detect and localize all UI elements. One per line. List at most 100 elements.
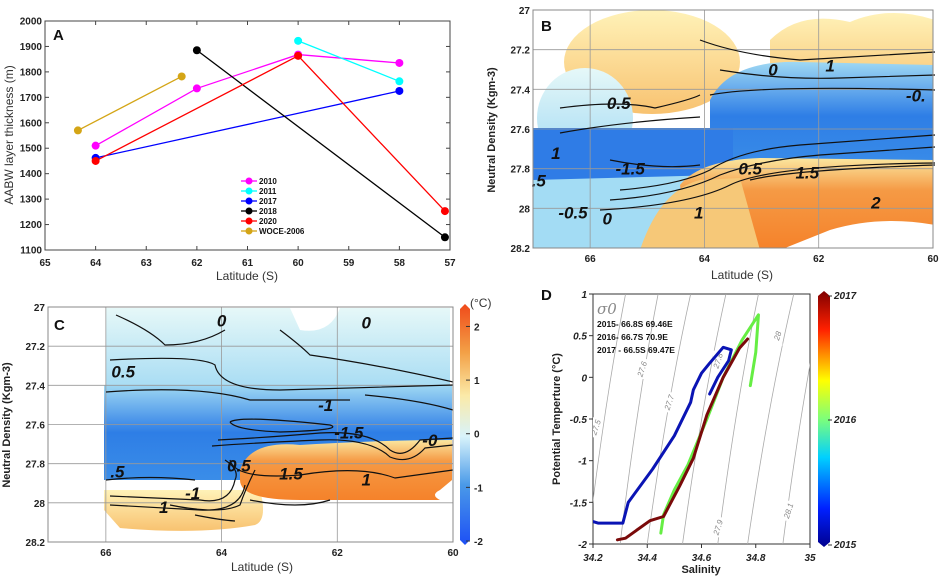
c-x-axis-label: Latitude (S) [231,560,293,574]
c-y-tick-label: 27 [34,303,46,314]
c-x-tick-label: 64 [216,548,228,559]
panel-label-b: B [541,18,552,35]
d-isopycnal [619,294,659,544]
d-isopycnal [747,294,795,544]
legend-entry: WOCE-2006 [259,227,305,236]
b-contour-label: 1.5 [795,164,819,183]
a-series-line-2010 [95,53,400,147]
a-point-2011 [395,77,404,86]
c-colorbar [460,304,470,545]
c-contour-label: 1 [159,498,168,517]
a-x-tick-label: 58 [394,258,406,269]
c-x-tick-label: 66 [100,548,112,559]
a-y-axis-label: AABW layer thickness (m) [2,65,16,204]
d-x-tick-label: 34.8 [746,553,766,564]
b-contour-label: 0 [603,209,613,228]
b-x-tick-label: 60 [927,254,939,265]
a-x-tick-label: 65 [39,258,51,269]
a-y-tick-label: 1300 [20,195,43,206]
legend-marker [245,197,253,205]
a-x-tick-label: 62 [191,258,203,269]
c-contour-label: 0.5 [111,363,135,382]
c-contour-lines [105,314,454,522]
c-temperature-field [104,308,452,531]
a-point-2020 [294,51,303,60]
c-contour-label: 1.5 [279,464,303,483]
b-y-tick-label: 27.8 [511,165,531,176]
a-x-axis-label: Latitude (S) [216,269,278,283]
b-contour-label: 0 [768,61,778,80]
d-isopycnal-label-bg [663,392,674,413]
d-isopycnal-label-bg [593,417,601,438]
b-y-tick-label: 27.4 [511,85,531,96]
c-contour-label: 0 [361,314,371,333]
c-contour-label: 1 [361,470,370,489]
c-colorbar-tick-label: -2 [474,537,483,548]
a-y-tick-label: 1400 [20,169,43,180]
d-isopycnal-label-bg [636,359,647,379]
d-profile-2015 [593,345,733,525]
b-x-tick-label: 64 [699,254,711,265]
b-contour-label: 0.5 [607,94,631,113]
d-isopycnal-label: 27.5 [589,418,603,437]
c-contour-label: .5 [110,463,125,482]
c-y-tick-label: 27.2 [26,342,46,353]
a-y-tick-label: 1800 [20,67,43,78]
a-y-tick-label: 2000 [20,17,43,28]
b-contour-label: 1 [825,57,834,76]
a-y-tick-label: 1500 [20,144,43,155]
d-colorbar [818,291,830,547]
b-x-tick-label: 66 [585,254,597,265]
legend-entry: 2011 [259,187,277,196]
b-y-tick-label: 28.2 [511,244,531,255]
d-isopycnal-label-bg [772,325,783,346]
a-series-line-WOCE-2006 [77,75,182,131]
b-contour-label: .5 [532,172,547,191]
c-contour-label: -0 [422,431,438,450]
a-y-tick-label: 1200 [20,220,43,231]
c-x-tick-label: 60 [447,548,459,559]
a-point-2018 [440,233,449,242]
a-point-2010 [395,58,404,67]
b-contour-label: 1 [551,144,560,163]
b-y-tick-label: 27.2 [511,46,531,57]
a-series-line-2018 [196,49,446,238]
a-x-tick-label: 61 [242,258,254,269]
b-contour-label: -0. [906,86,926,105]
d-isopycnal [682,294,727,544]
d-y-tick-label: 0 [581,373,587,384]
c-contour-label: -1.5 [334,423,364,442]
legend-entry: 2018 [259,207,277,216]
legend-entry: 2020 [259,217,277,226]
d-isopycnal-label: 28 [772,330,784,343]
a-y-tick-label: 1600 [20,118,43,129]
c-y-tick-label: 27.6 [26,421,46,432]
b-contour-label: -1.5 [615,160,645,179]
d-isopycnal [593,294,626,504]
panel-label-c: C [54,317,65,334]
d-colorbar-tick-label: 2015 [833,540,857,551]
b-contour-label: -0.5 [558,203,588,222]
a-x-tick-label: 64 [90,258,102,269]
d-isopycnal-label-bg [712,350,723,371]
c-colorbar-tick-label: 2 [474,322,480,333]
a-point-2020 [91,156,100,165]
a-point-2018 [192,46,201,55]
panel-label-a: A [53,27,64,44]
legend-marker [245,207,253,215]
c-y-tick-label: 28.2 [26,538,46,549]
panel-a: A 65 64 63 62 61 60 59 58 57 1100 1200 1300 1400 1500… [2,17,456,284]
legend-entry: 2010 [259,177,277,186]
c-colorbar-tick-label: 1 [474,376,480,387]
b-contour-label: 0.5 [738,160,762,179]
legend-entry: 2017 [259,197,277,206]
c-y-tick-label: 27.4 [26,381,46,392]
d-y-axis-label: Potential Temperture (°C) [551,353,563,485]
a-point-2010 [91,141,100,150]
b-temperature-field [533,10,933,248]
b-contour-label: 2 [870,193,881,212]
c-colorbar-unit: (°C) [470,296,491,310]
b-contour-label: 1 [694,203,703,222]
